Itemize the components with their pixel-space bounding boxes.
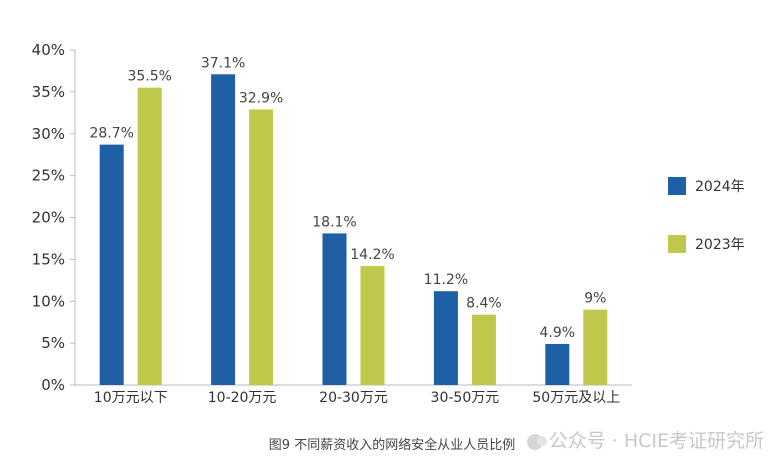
y-tick-label: 35% bbox=[32, 83, 65, 101]
legend-label: 2024年 bbox=[695, 179, 745, 195]
bar-chart: 0% 5% 10% 15% 20% 25% 30% 35% 40% 10万元以下 10-20万元 2… bbox=[32, 41, 745, 406]
legend: 2024年 2023年 bbox=[668, 177, 745, 253]
bar bbox=[433, 291, 458, 385]
y-tick-label: 25% bbox=[32, 167, 65, 185]
bar bbox=[99, 144, 124, 385]
bar bbox=[249, 109, 274, 386]
data-label: 9% bbox=[584, 291, 606, 307]
y-tick-label: 15% bbox=[32, 250, 65, 268]
y-tick-label: 5% bbox=[41, 334, 65, 352]
y-tick-label: 0% bbox=[41, 376, 65, 394]
data-label: 35.5% bbox=[127, 69, 171, 85]
y-tick-label: 20% bbox=[32, 209, 65, 227]
data-label: 4.9% bbox=[540, 325, 576, 341]
data-label: 37.1% bbox=[201, 55, 245, 71]
legend-swatch bbox=[668, 177, 686, 195]
bar bbox=[322, 233, 347, 385]
x-category-label: 10-20万元 bbox=[208, 390, 277, 406]
x-category-label: 20-30万元 bbox=[319, 390, 388, 406]
bar bbox=[583, 309, 608, 385]
watermark: 公众号 · HCIE考证研究所 bbox=[526, 426, 764, 453]
data-label: 8.4% bbox=[466, 296, 502, 312]
y-axis: 0% 5% 10% 15% 20% 25% 30% 35% 40% bbox=[32, 41, 76, 394]
y-tick-label: 10% bbox=[32, 292, 65, 310]
bar bbox=[471, 314, 496, 385]
wechat-icon bbox=[526, 433, 547, 450]
legend-label: 2023年 bbox=[695, 237, 745, 253]
bar bbox=[211, 74, 236, 385]
x-category-label: 10万元以下 bbox=[94, 390, 168, 406]
data-label: 18.1% bbox=[312, 214, 356, 230]
data-label: 11.2% bbox=[424, 272, 468, 288]
data-labels: 28.7% 35.5% 37.1% 32.9% 18.1% 14.2% 11.2% 8.4% 4… bbox=[89, 55, 606, 341]
bar bbox=[360, 266, 385, 385]
data-label: 28.7% bbox=[89, 126, 133, 142]
x-axis: 10万元以下 10-20万元 20-30万元 30-50万元 50万元及以上 bbox=[75, 384, 632, 406]
bar bbox=[545, 343, 570, 385]
legend-swatch bbox=[668, 235, 686, 253]
x-category-label: 30-50万元 bbox=[431, 390, 500, 406]
y-tick-label: 40% bbox=[32, 41, 65, 59]
watermark-text: 公众号 · HCIE考证研究所 bbox=[548, 430, 764, 452]
figure-caption: 图9 不同薪资收入的网络安全从业人员比例 bbox=[268, 438, 516, 453]
data-label: 14.2% bbox=[350, 247, 394, 263]
bars bbox=[99, 74, 608, 386]
bar bbox=[137, 87, 162, 385]
y-tick-label: 30% bbox=[32, 125, 65, 143]
data-label: 32.9% bbox=[239, 90, 283, 106]
x-category-label: 50万元及以上 bbox=[532, 390, 620, 406]
